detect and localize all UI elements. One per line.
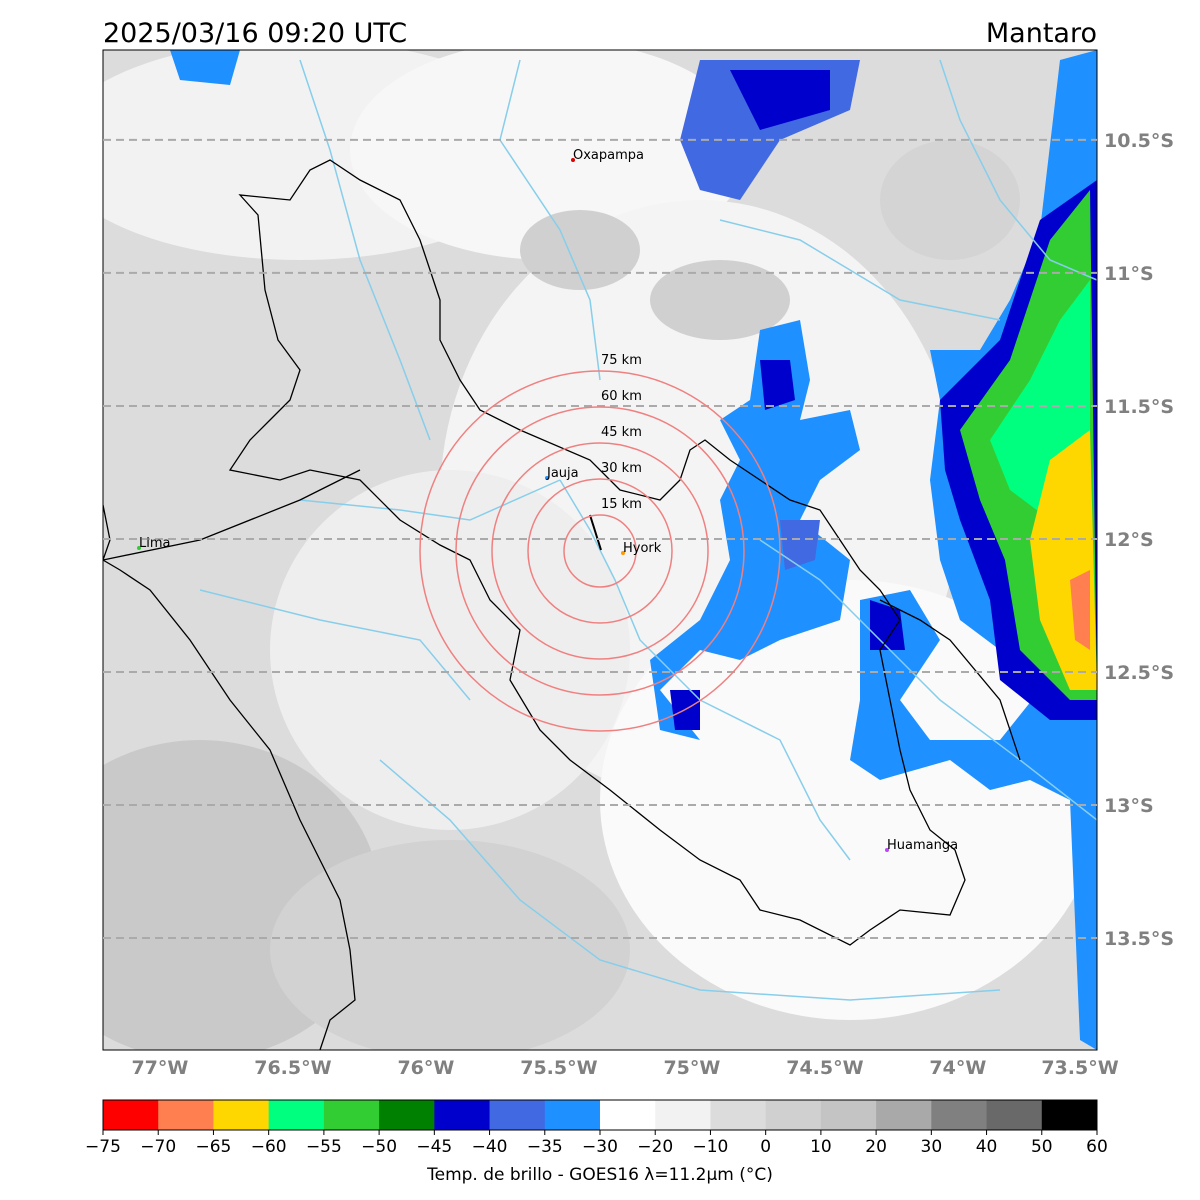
colorbar-segment [158,1100,214,1130]
colorbar-tick-label: −40 [472,1137,508,1157]
title: 2025/03/16 09:20 UTC [103,18,407,49]
lon-label: 77°W [131,1057,188,1079]
colorbar-segment [655,1100,711,1130]
range-ring [563,514,637,588]
lat-label: 12.5°S [1104,662,1174,684]
lat-label: 13.5°S [1104,928,1174,950]
colorbar-segment [820,1100,877,1130]
map-imagery [103,50,1097,1050]
colorbar-tick-label: 30 [921,1137,943,1157]
colorbar-tick-label: 10 [810,1137,832,1157]
colorbar-segment [489,1100,546,1130]
colorbar-segment [103,1100,159,1130]
colorbar-tick-label: −20 [637,1137,673,1157]
colorbar-tick-label: 50 [1031,1137,1053,1157]
range-ring [419,370,781,732]
city-marker [885,848,889,852]
colorbar-tick-label: −50 [361,1137,397,1157]
lat-label: 11.5°S [1104,396,1174,418]
lat-label: 11°S [1104,263,1154,285]
ring-label: 45 km [601,425,642,440]
city-marker [137,546,141,550]
ring-label: 30 km [601,461,642,476]
city-label: Huamanga [887,838,958,853]
colorbar-tick-label: 60 [1086,1137,1108,1157]
colorbar-segment [434,1100,491,1130]
colorbar-tick-label: −60 [251,1137,287,1157]
lat-label: 13°S [1104,795,1154,817]
city-marker [545,476,549,480]
city-label: Hyork [623,541,662,556]
ring-label: 75 km [601,353,642,368]
lat-label: 12°S [1104,529,1154,551]
range-ring [527,478,673,624]
colorbar-tick-label: 20 [865,1137,887,1157]
colorbar-segment [931,1100,988,1130]
colorbar-segment [213,1100,270,1130]
city-label: Oxapampa [573,148,644,163]
colorbar-segment [544,1100,601,1130]
lon-label: 74°W [929,1057,986,1079]
region-name: Mantaro [986,18,1097,49]
range-ring [455,406,745,696]
lon-label: 73.5°W [1041,1057,1118,1079]
colorbar-tick-label: −35 [527,1137,563,1157]
lat-label: 10.5°S [1104,130,1174,152]
colorbar-tick-label: −65 [195,1137,231,1157]
colorbar-segment [876,1100,932,1130]
range-ring [491,442,709,660]
city-label: Lima [139,536,170,551]
colorbar-tick-label: −30 [582,1137,618,1157]
colorbar-tick-label: 0 [760,1137,771,1157]
colorbar-segment [765,1100,822,1130]
colorbar-segment [1041,1100,1098,1130]
lon-label: 76.5°W [254,1057,331,1079]
ring-label: 15 km [601,497,642,512]
colorbar-tick-label: −45 [416,1137,452,1157]
city-marker [621,551,625,555]
colorbar-tick-label: −10 [692,1137,728,1157]
colorbar-tick-label: −55 [306,1137,342,1157]
colorbar-tick-label: 40 [976,1137,998,1157]
colorbar-segment [268,1100,325,1130]
lon-label: 75.5°W [520,1057,597,1079]
colorbar-segment [710,1100,767,1130]
colorbar-segment [986,1100,1043,1130]
lon-label: 74.5°W [786,1057,863,1079]
colorbar-label: Temp. de brillo - GOES16 λ=11.2μm (°C) [426,1165,773,1185]
colorbar-segment [379,1100,435,1130]
city-label: Jauja [546,466,579,481]
colorbar-tick-label: −75 [85,1137,121,1157]
city-marker [571,158,575,162]
colorbar-tick-label: −70 [140,1137,176,1157]
colorbar-segment [323,1100,380,1130]
lon-label: 76°W [397,1057,454,1079]
map-frame [102,49,1098,1051]
lon-label: 75°W [663,1057,720,1079]
ring-label: 60 km [601,389,642,404]
colorbar-segment [600,1100,656,1130]
